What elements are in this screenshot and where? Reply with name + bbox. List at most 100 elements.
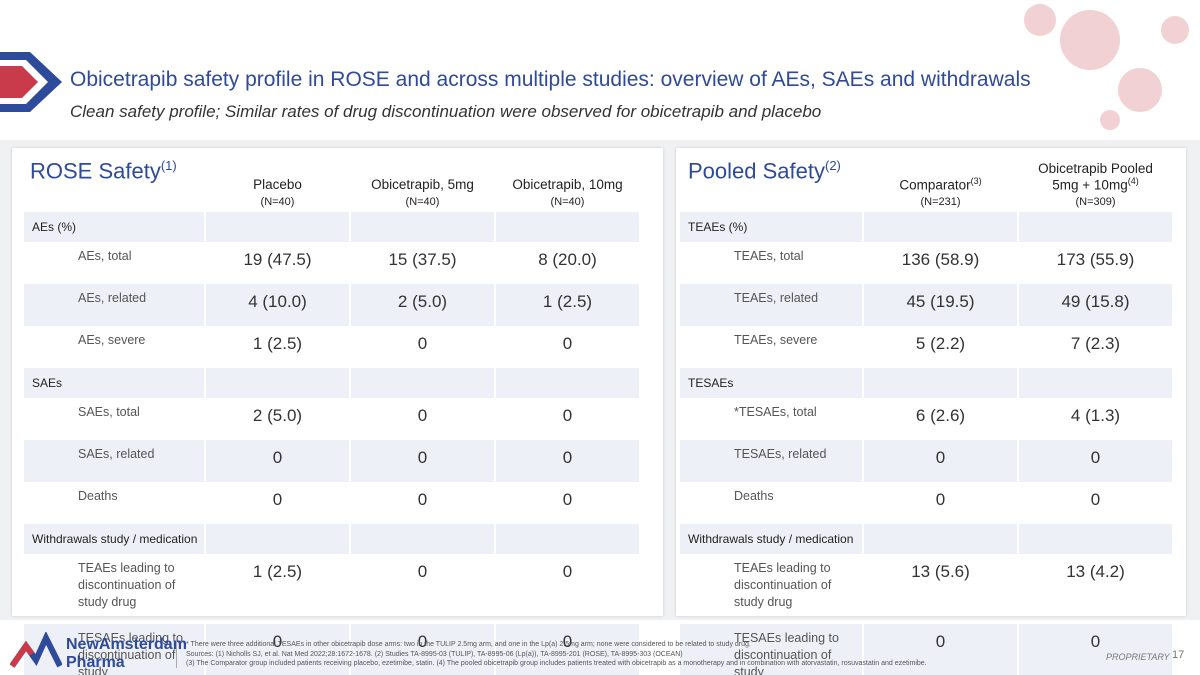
data-row: *TESAEs, total 6 (2.6) 4 (1.3) xyxy=(680,398,1172,440)
value: 0 xyxy=(1019,440,1172,482)
page-number: 17 xyxy=(1172,649,1185,661)
section-row: Withdrawals study / medication xyxy=(680,524,1172,554)
value: 0 xyxy=(864,624,1017,675)
footnote-ref: (4) xyxy=(1127,175,1139,186)
pooled-card: Pooled Safety(2) Comparator(3) (N=231) Obi… xyxy=(676,148,1186,675)
value: 0 xyxy=(562,562,573,581)
value: 13 (4.2) xyxy=(1066,562,1125,581)
section-label: Withdrawals study / medication xyxy=(680,524,862,554)
column-n: (N=309) xyxy=(1075,196,1116,208)
row-label: Deaths xyxy=(734,489,774,503)
value: 0 xyxy=(417,334,428,353)
table-body: TEAEs (%) TEAEs, total 136 (58.9) 173 (55.9… xyxy=(680,212,1172,675)
cell xyxy=(206,212,349,242)
column-n: (N=40) xyxy=(550,196,585,208)
value: 0 xyxy=(417,490,428,509)
section-label: SAEs xyxy=(24,368,204,398)
table-body: AEs (%) AEs, total 19 (47.5) 15 (37.5) 8 (20… xyxy=(24,212,639,675)
row-label: AEs, severe xyxy=(78,333,146,347)
safety-table: AEs (%) AEs, total 19 (47.5) 15 (37.5) 8 (20… xyxy=(22,212,641,675)
value: 2 (5.0) xyxy=(252,406,303,425)
cell xyxy=(206,524,349,554)
row-label: *TESAEs, total xyxy=(734,405,817,419)
logo-mark xyxy=(10,632,62,668)
value: 0 xyxy=(496,440,639,482)
column-name: 5mg + 10mg(4) xyxy=(1019,176,1172,193)
data-row: Deaths 0 0 0 xyxy=(24,482,639,524)
row-label: AEs, related xyxy=(24,284,204,326)
footnote: Sources: (1) Nicholls SJ, et al. Nat Med… xyxy=(186,650,683,658)
data-row: TEAEs, related 45 (19.5) 49 (15.8) xyxy=(680,284,1172,326)
section-label: AEs (%) xyxy=(24,212,204,242)
column-name-text: 5mg + 10mg xyxy=(1052,177,1128,192)
value: 19 (47.5) xyxy=(243,250,312,269)
data-row: SAEs, total 2 (5.0) 0 0 xyxy=(24,398,639,440)
value: 13 (5.6) xyxy=(911,562,970,581)
column-name-text: Placebo xyxy=(253,177,302,192)
section-row: Withdrawals study / medication xyxy=(24,524,639,554)
data-row: AEs, total 19 (47.5) 15 (37.5) 8 (20.0) xyxy=(24,242,639,284)
footnote: (3) The Comparator group included patien… xyxy=(186,660,927,667)
row-label: AEs, total xyxy=(78,249,132,263)
logo-line: Pharma xyxy=(66,654,125,671)
safety-table: TEAEs (%) TEAEs, total 136 (58.9) 173 (55.9… xyxy=(678,212,1174,675)
value: 0 xyxy=(935,490,946,509)
column-name-text: Obicetrapib Pooled xyxy=(1038,160,1153,176)
value: 0 xyxy=(206,624,349,675)
column-header: Comparator(3) (N=231) xyxy=(864,176,1017,209)
value: 8 (20.0) xyxy=(538,250,597,269)
logo-line: NewAmsterdam xyxy=(66,636,187,653)
footnote-ref: (1) xyxy=(160,158,177,173)
value: 5 (2.2) xyxy=(915,334,966,353)
value: 1 (2.5) xyxy=(496,284,639,326)
data-row: Deaths 0 0 xyxy=(680,482,1172,524)
value: 2 (5.0) xyxy=(351,284,494,326)
section-label: TESAEs xyxy=(680,368,862,398)
data-row: TESAEs leading to discontinuation of stu… xyxy=(24,624,639,675)
value: 1 (2.5) xyxy=(252,334,303,353)
value: 0 xyxy=(1090,490,1101,509)
row-label: TESAEs leading to discontinuation of stu… xyxy=(680,624,862,675)
cell xyxy=(1019,368,1172,398)
column-name: Placebo xyxy=(206,177,349,192)
value: 0 xyxy=(562,334,573,353)
section-label: TEAEs (%) xyxy=(680,212,862,242)
rose-card: ROSE Safety(1) Placebo (N=40) Obicetrapib,… xyxy=(12,148,663,675)
row-label: SAEs, total xyxy=(78,405,140,419)
footnote-ref: (3) xyxy=(970,175,982,186)
cell xyxy=(864,212,1017,242)
cell xyxy=(1019,524,1172,554)
value: 1 (2.5) xyxy=(252,562,303,581)
cell xyxy=(351,368,494,398)
cell xyxy=(496,524,639,554)
slide-title: Obicetrapib safety profile in ROSE and a… xyxy=(70,68,1031,91)
footnote-ref: (2) xyxy=(824,158,841,173)
cell xyxy=(351,524,494,554)
row-label: TEAEs, total xyxy=(734,249,804,263)
column-n: (N=40) xyxy=(260,196,295,208)
section-row: TEAEs (%) xyxy=(680,212,1172,242)
section-row: SAEs xyxy=(24,368,639,398)
cell xyxy=(496,212,639,242)
data-row: TEAEs leading to discontinuation of stud… xyxy=(24,554,639,624)
value: 0 xyxy=(864,440,1017,482)
data-row: AEs, related 4 (10.0) 2 (5.0) 1 (2.5) xyxy=(24,284,639,326)
card-title-text: ROSE Safety xyxy=(30,158,161,184)
column-name-text: Comparator xyxy=(899,177,971,192)
column-header: Obicetrapib, 10mg (N=40) xyxy=(496,177,639,208)
value: 49 (15.8) xyxy=(1019,284,1172,326)
column-header: Placebo (N=40) xyxy=(206,177,349,208)
column-header: Obicetrapib Pooled 5mg + 10mg(4) (N=309) xyxy=(1019,161,1172,209)
cell xyxy=(206,368,349,398)
data-row: TESAEs leading to discontinuation of stu… xyxy=(680,624,1172,675)
value: 4 (10.0) xyxy=(206,284,349,326)
value: 173 (55.9) xyxy=(1056,250,1135,269)
card-title: ROSE Safety(1) xyxy=(30,158,177,184)
divider xyxy=(176,638,177,668)
footnotes: * There were three additional TESAEs in … xyxy=(186,640,927,669)
value: 0 xyxy=(417,562,428,581)
row-label: TEAEs, severe xyxy=(734,333,818,347)
row-label: TESAEs, related xyxy=(680,440,862,482)
value: 0 xyxy=(1019,624,1172,675)
data-row: TEAEs, total 136 (58.9) 173 (55.9) xyxy=(680,242,1172,284)
